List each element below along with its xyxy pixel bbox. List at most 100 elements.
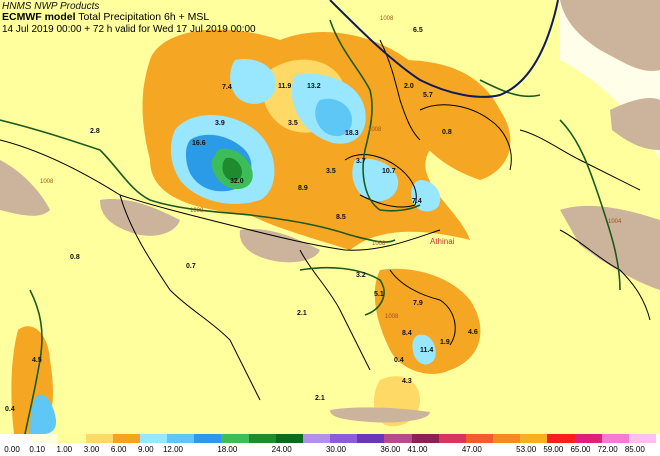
precip-value: 3.5 bbox=[326, 168, 336, 175]
precip-value: 5.1 bbox=[374, 291, 384, 298]
legend-swatch bbox=[112, 434, 141, 443]
legend-swatch bbox=[221, 434, 249, 443]
legend-swatch bbox=[194, 434, 222, 443]
precip-value: 0.8 bbox=[442, 129, 452, 136]
legend-label: 59.00 bbox=[543, 445, 564, 454]
precip-area-lightblue-2 bbox=[230, 59, 276, 104]
precip-area-lightblue-6 bbox=[412, 334, 436, 365]
precip-value: 1.9 bbox=[440, 339, 450, 346]
precip-value: 2.8 bbox=[90, 128, 100, 135]
precip-value: 8.9 bbox=[298, 185, 308, 192]
legend-label: 0.00 bbox=[4, 445, 20, 454]
precip-value: 7.4 bbox=[222, 84, 232, 91]
precip-value: 6.5 bbox=[413, 27, 423, 34]
legend-label: 47.00 bbox=[461, 445, 482, 454]
city-label: Athinai bbox=[430, 237, 455, 246]
legend-swatch bbox=[139, 434, 168, 443]
land-crete bbox=[330, 407, 430, 423]
precip-value: 16.6 bbox=[192, 140, 206, 147]
surface-front bbox=[329, 0, 559, 98]
legend-label: 0.10 bbox=[29, 445, 45, 454]
isobar-label: 1008 bbox=[380, 16, 394, 22]
legend-swatch bbox=[31, 434, 59, 443]
legend-swatch bbox=[493, 434, 521, 443]
land-balkan-w bbox=[100, 199, 180, 236]
legend-swatch bbox=[357, 434, 385, 443]
precip-value: 8.5 bbox=[336, 214, 346, 221]
precip-value: 7.9 bbox=[413, 300, 423, 307]
legend-swatch bbox=[4, 434, 32, 443]
legend-label: 36.00 bbox=[380, 445, 401, 454]
land-turkey-sw bbox=[560, 205, 660, 290]
precip-value: 13.2 bbox=[307, 83, 321, 90]
precip-value: 3.7 bbox=[356, 158, 366, 165]
isobar-label: 1008 bbox=[190, 208, 204, 214]
legend-label: 53.00 bbox=[516, 445, 537, 454]
precip-value: 2.0 bbox=[404, 83, 414, 90]
legend-swatch bbox=[438, 434, 467, 443]
legend-swatch bbox=[58, 434, 86, 443]
precip-value: 3.2 bbox=[356, 272, 366, 279]
precip-area-blue-2 bbox=[315, 98, 352, 137]
map-title-rest: Total Precipitation 6h + MSL bbox=[75, 11, 210, 23]
legend-label: 72.00 bbox=[597, 445, 618, 454]
precipitation-map: 1008 1008 1008 1008 1008 1008 1004 Athin… bbox=[0, 0, 660, 434]
legend-swatch bbox=[628, 434, 657, 443]
precip-value: 4.6 bbox=[468, 329, 478, 336]
legend-swatch bbox=[601, 434, 630, 443]
legend-swatch bbox=[167, 434, 195, 443]
isobar-label: 1008 bbox=[40, 179, 54, 185]
precip-value: 10.7 bbox=[382, 168, 396, 175]
legend-swatch bbox=[302, 434, 331, 443]
precipitation-legend: 0.00 0.10 1.00 3.00 6.00 9.00 12.00 18.00 24.00 3… bbox=[0, 434, 660, 456]
legend-label: 85.00 bbox=[624, 445, 645, 454]
legend-label: 30.00 bbox=[325, 445, 347, 454]
land-italy bbox=[0, 160, 50, 216]
legend-label: 9.00 bbox=[138, 445, 154, 454]
precip-value: 5.7 bbox=[423, 92, 433, 99]
precip-value: 32.0 bbox=[230, 178, 244, 185]
precip-value: 0.4 bbox=[5, 406, 15, 413]
legend-swatch bbox=[547, 434, 575, 443]
legend-swatch bbox=[330, 434, 358, 443]
precip-area-lightblue-7 bbox=[30, 394, 57, 434]
isobar-label: 1008 bbox=[385, 314, 399, 320]
precip-value: 3.9 bbox=[215, 120, 225, 127]
legend-swatch bbox=[465, 434, 494, 443]
product-source-label: HNMS NWP Products bbox=[2, 1, 100, 12]
precip-value: 0.7 bbox=[186, 263, 196, 270]
legend-swatch bbox=[520, 434, 548, 443]
precip-value: 2.1 bbox=[315, 395, 325, 402]
legend-swatch bbox=[574, 434, 603, 443]
legend-label: 24.00 bbox=[271, 445, 292, 454]
precip-area-lightblue-5 bbox=[411, 180, 441, 212]
precip-value-labels: 7.4 11.9 13.2 3.5 3.9 16.6 18.3 2.8 32.0… bbox=[5, 27, 478, 413]
legend-label: 3.00 bbox=[83, 445, 100, 454]
precip-value: 2.1 bbox=[297, 310, 307, 317]
legend-swatch bbox=[384, 434, 412, 443]
isobar-label: 1008 bbox=[368, 127, 382, 133]
precip-value: 0.8 bbox=[70, 254, 80, 261]
precip-area-orange-south bbox=[374, 268, 481, 374]
precip-value: 11.4 bbox=[420, 347, 433, 354]
land-turkey-nw bbox=[560, 0, 660, 71]
map-title: ECMWF model Total Precipitation 6h + MSL bbox=[2, 12, 209, 23]
precip-value: 3.5 bbox=[288, 120, 298, 127]
legend-swatch bbox=[411, 434, 440, 443]
precip-value: 4.5 bbox=[32, 357, 42, 364]
isobar-labels: 1008 1008 1008 1008 1008 1008 1004 bbox=[40, 16, 622, 320]
precip-value: 18.3 bbox=[345, 130, 359, 137]
precip-area-darkgreen bbox=[222, 157, 242, 181]
model-name: ECMWF model bbox=[2, 11, 76, 23]
legend-label: 41.00 bbox=[407, 445, 428, 454]
msl-isobars bbox=[0, 19, 621, 434]
precip-value: 8.4 bbox=[402, 330, 412, 337]
legend-label: 18.00 bbox=[217, 445, 238, 454]
legend-label: 12.00 bbox=[162, 445, 184, 454]
legend-label: 1.00 bbox=[56, 445, 73, 454]
isobar-label: 1004 bbox=[608, 219, 622, 225]
valid-time-label: 14 Jul 2019 00:00 + 72 h valid for Wed 1… bbox=[2, 24, 256, 35]
legend-swatch bbox=[248, 434, 277, 443]
land-turkey-w bbox=[610, 98, 660, 150]
precip-value: 7.4 bbox=[412, 198, 422, 205]
